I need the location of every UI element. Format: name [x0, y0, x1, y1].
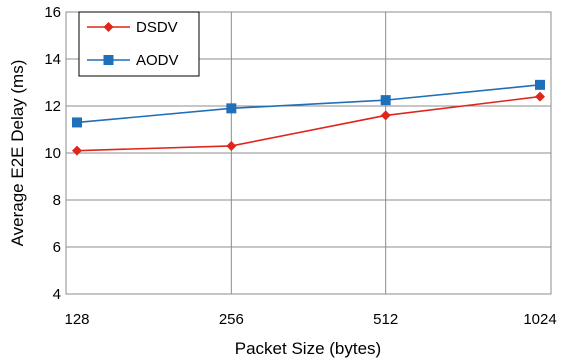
y-tick-label: 12	[44, 98, 61, 115]
data-point-dsdv	[380, 110, 391, 121]
series-line-aodv	[76, 84, 541, 124]
legend-label-aodv: AODV	[136, 52, 179, 69]
data-point-dsdv	[226, 140, 237, 151]
data-point-aodv	[535, 79, 545, 90]
y-tick-label: 4	[53, 286, 61, 303]
data-point-dsdv	[72, 145, 82, 156]
x-axis-title: Packet Size (bytes)	[235, 339, 381, 358]
x-tick-label: 128	[64, 311, 89, 328]
y-axis-title: Average E2E Delay (ms)	[8, 60, 27, 247]
series-group	[72, 79, 545, 156]
legend-label-dsdv: DSDV	[136, 19, 178, 36]
data-point-aodv	[72, 117, 82, 128]
legend-marker-aodv	[103, 55, 114, 65]
legend-box	[78, 11, 200, 77]
x-tick-label: 256	[219, 311, 244, 328]
legend: DSDV AODV	[78, 11, 200, 77]
data-point-aodv	[226, 103, 237, 114]
x-tick-label: 1024	[523, 311, 556, 328]
y-tick-label: 6	[53, 239, 61, 256]
data-point-aodv	[380, 95, 391, 106]
y-tick-label: 14	[44, 51, 61, 68]
y-tick-label: 8	[53, 192, 61, 209]
series-line-dsdv	[76, 95, 541, 152]
x-tick-label: 512	[373, 311, 398, 328]
x-axis-ticks: 128 256 512 1024	[64, 311, 556, 328]
y-axis-ticks: 4 6 8 10 12 14 16	[44, 4, 61, 303]
y-tick-label: 10	[44, 145, 61, 162]
y-tick-label: 16	[44, 4, 61, 21]
legend-marker-dsdv	[103, 22, 114, 32]
data-point-dsdv	[535, 91, 545, 102]
